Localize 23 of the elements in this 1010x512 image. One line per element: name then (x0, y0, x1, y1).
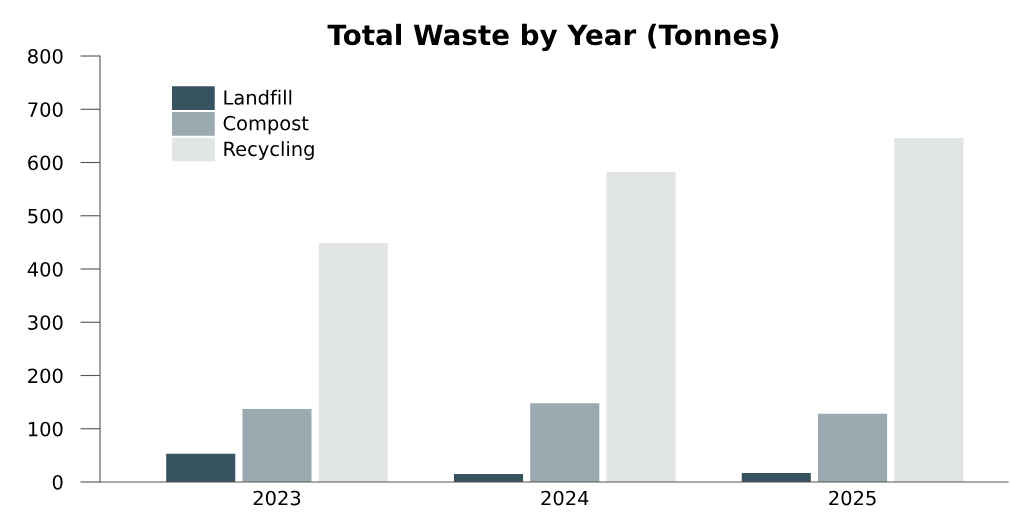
legend-label: Recycling (224, 141, 314, 160)
bar (530, 403, 600, 482)
y-tick-label: 200 (28, 368, 63, 384)
bar (894, 138, 964, 482)
bar (242, 409, 312, 482)
chart-title: Total Waste by Year (Tonnes) (327, 23, 779, 51)
y-tick-label: 600 (28, 155, 63, 171)
x-tick-label: 2024 (541, 490, 589, 506)
y-tick-label: 300 (28, 315, 63, 330)
y-tick-label: 100 (28, 421, 63, 437)
x-tick-label: 2023 (253, 490, 301, 506)
y-tick-label: 400 (27, 261, 63, 277)
legend-label: Compost (223, 115, 309, 135)
bar (818, 413, 888, 482)
bar (166, 453, 236, 482)
y-tick-label: 0 (52, 474, 63, 490)
y-tick-label: 700 (28, 102, 63, 117)
bar (318, 242, 388, 482)
legend-label: Landfill (224, 89, 292, 105)
y-tick-label: 500 (28, 208, 63, 224)
y-tick-label: 800 (28, 48, 63, 64)
x-tick-label: 2025 (829, 490, 876, 506)
bar (606, 172, 676, 482)
